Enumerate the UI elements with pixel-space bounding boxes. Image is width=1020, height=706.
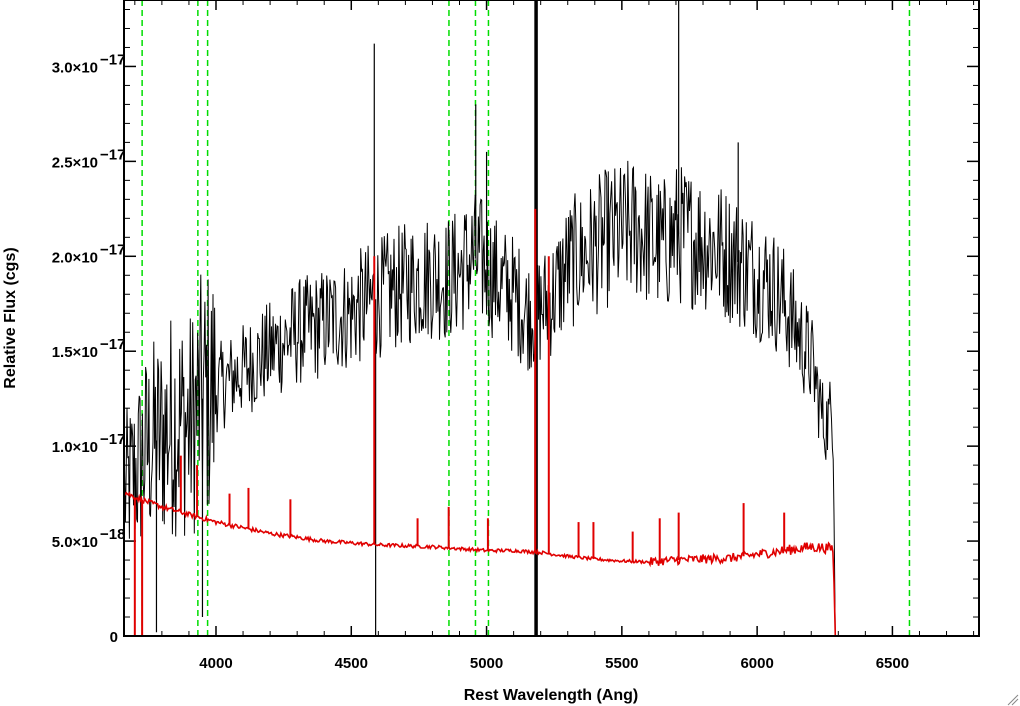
- x-tick-label: 6000: [740, 655, 773, 672]
- plot-frame: [123, 0, 980, 637]
- x-tick-label: 5500: [605, 655, 638, 672]
- y-tick-label: 2.0×10: [52, 249, 98, 266]
- y-tick-exponent: −17: [100, 431, 125, 448]
- y-tick-exponent: −17: [100, 146, 125, 163]
- y-tick-label: 0: [110, 629, 118, 646]
- y-tick-label: 1.5×10: [52, 344, 98, 361]
- red-spectrum: [123, 208, 979, 637]
- y-tick-exponent: −17: [100, 241, 125, 258]
- y-axis-label: Relative Flux (cgs): [2, 247, 19, 388]
- y-tick-exponent: −17: [100, 336, 125, 353]
- y-tick-exponent: −17: [100, 51, 125, 68]
- x-tick-label: 4000: [199, 655, 232, 672]
- y-tick-label: 2.5×10: [52, 154, 98, 171]
- x-tick-label: 5000: [470, 655, 503, 672]
- observed-spectrum-line: [124, 160, 836, 637]
- y-tick-exponent: −18: [100, 526, 125, 543]
- y-tick-label: 3.0×10: [52, 59, 98, 76]
- resize-grip-icon[interactable]: [1007, 694, 1019, 706]
- x-tick-label: 4500: [335, 655, 368, 672]
- x-tick-label: 6500: [876, 655, 909, 672]
- black-spectrum: [124, 1, 836, 637]
- x-ticks: 4000 4500 5000 5500 6000 6500: [134, 0, 975, 672]
- y-tick-label: 5.0×10: [52, 534, 98, 551]
- x-axis-label: Rest Wavelength (Ang): [464, 687, 639, 704]
- y-tick-label: 1.0×10: [52, 439, 98, 456]
- model-spectrum-line: [123, 491, 979, 637]
